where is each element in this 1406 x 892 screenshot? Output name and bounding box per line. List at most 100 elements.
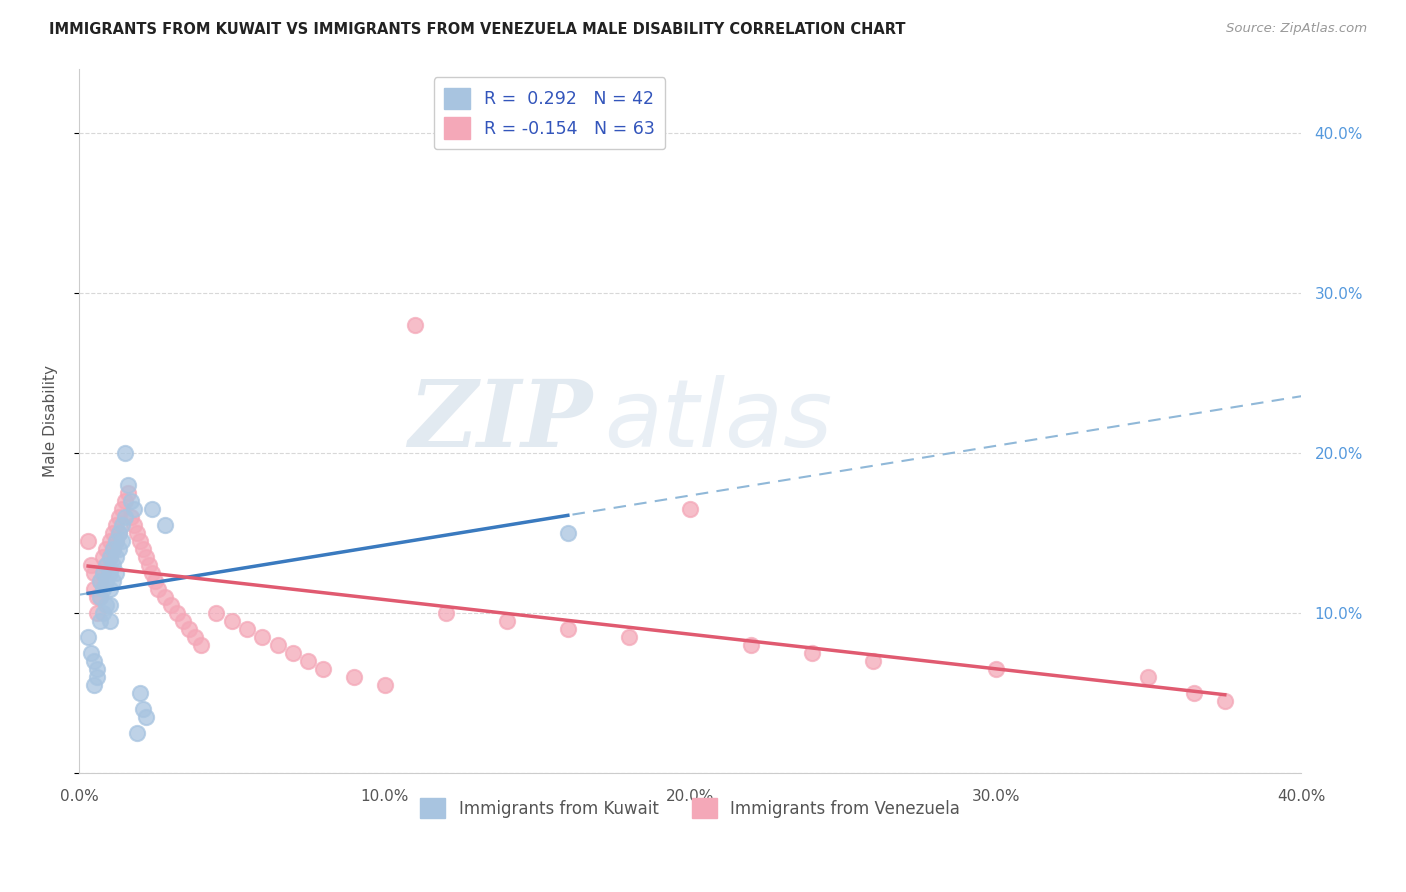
Point: [205, 606, 228, 620]
Point: [86, 606, 108, 620]
Point: [801, 646, 824, 660]
Point: [129, 686, 152, 700]
Point: [281, 646, 304, 660]
Point: [434, 606, 457, 620]
Point: [89, 614, 111, 628]
Point: [125, 526, 148, 541]
Point: [96, 598, 118, 612]
Point: [111, 518, 134, 533]
Point: [93, 566, 115, 581]
Text: atlas: atlas: [605, 376, 832, 467]
Point: [1182, 686, 1205, 700]
Point: [101, 574, 124, 589]
Point: [93, 566, 115, 581]
Point: [104, 550, 127, 565]
Point: [862, 654, 884, 668]
Point: [83, 678, 105, 692]
Point: [122, 518, 145, 533]
Point: [96, 574, 118, 589]
Point: [93, 606, 115, 620]
Point: [80, 558, 103, 573]
Point: [80, 646, 103, 660]
Point: [107, 526, 129, 541]
Point: [83, 654, 105, 668]
Point: [404, 318, 426, 332]
Point: [83, 582, 105, 597]
Point: [101, 526, 124, 541]
Point: [96, 558, 118, 573]
Point: [111, 502, 134, 516]
Point: [98, 614, 121, 628]
Point: [104, 518, 127, 533]
Point: [153, 518, 176, 533]
Point: [96, 542, 118, 557]
Point: [138, 558, 160, 573]
Point: [98, 550, 121, 565]
Point: [101, 542, 124, 557]
Point: [141, 502, 163, 516]
Point: [373, 678, 395, 692]
Text: ZIP: ZIP: [408, 376, 592, 466]
Point: [1137, 670, 1160, 684]
Point: [617, 630, 640, 644]
Point: [129, 534, 152, 549]
Point: [297, 654, 319, 668]
Point: [83, 566, 105, 581]
Point: [266, 638, 288, 652]
Point: [143, 574, 166, 589]
Point: [135, 550, 157, 565]
Point: [96, 558, 118, 573]
Point: [98, 582, 121, 597]
Point: [93, 582, 115, 597]
Point: [89, 574, 111, 589]
Point: [153, 591, 176, 605]
Point: [132, 702, 155, 716]
Point: [98, 566, 121, 581]
Y-axis label: Male Disability: Male Disability: [44, 365, 58, 477]
Point: [77, 630, 100, 644]
Point: [148, 582, 170, 597]
Point: [122, 502, 145, 516]
Point: [107, 542, 129, 557]
Point: [101, 558, 124, 573]
Point: [190, 638, 212, 652]
Point: [114, 446, 136, 460]
Point: [93, 550, 115, 565]
Point: [557, 526, 579, 541]
Point: [120, 494, 142, 508]
Point: [343, 670, 366, 684]
Point: [98, 550, 121, 565]
Text: Source: ZipAtlas.com: Source: ZipAtlas.com: [1226, 22, 1367, 36]
Point: [740, 638, 762, 652]
Point: [172, 614, 194, 628]
Point: [166, 606, 188, 620]
Point: [1213, 694, 1236, 708]
Point: [120, 510, 142, 524]
Point: [557, 622, 579, 636]
Point: [125, 726, 148, 740]
Point: [117, 478, 139, 492]
Point: [252, 630, 274, 644]
Point: [135, 710, 157, 724]
Point: [132, 542, 155, 557]
Point: [89, 591, 111, 605]
Point: [236, 622, 259, 636]
Point: [312, 662, 335, 676]
Point: [107, 526, 129, 541]
Point: [141, 566, 163, 581]
Point: [114, 510, 136, 524]
Point: [86, 670, 108, 684]
Text: IMMIGRANTS FROM KUWAIT VS IMMIGRANTS FROM VENEZUELA MALE DISABILITY CORRELATION : IMMIGRANTS FROM KUWAIT VS IMMIGRANTS FRO…: [49, 22, 905, 37]
Point: [104, 534, 127, 549]
Point: [89, 574, 111, 589]
Point: [104, 566, 127, 581]
Point: [117, 486, 139, 500]
Point: [86, 591, 108, 605]
Point: [159, 598, 181, 612]
Point: [495, 614, 517, 628]
Point: [984, 662, 1007, 676]
Point: [104, 534, 127, 549]
Point: [98, 598, 121, 612]
Point: [679, 502, 702, 516]
Point: [101, 542, 124, 557]
